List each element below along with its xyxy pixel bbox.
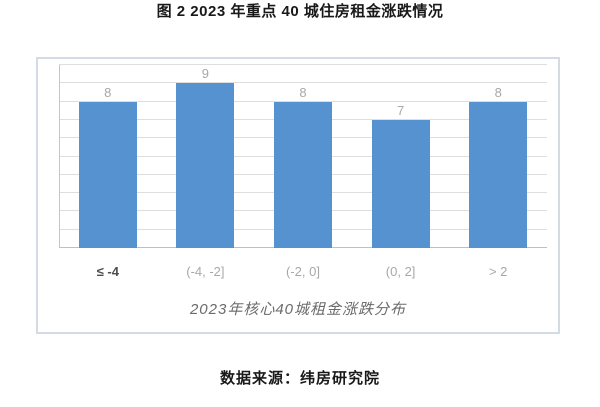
- bar-slot: 9: [157, 65, 255, 248]
- bar-value-label: 8: [299, 84, 307, 100]
- bar-slot: 7: [352, 65, 450, 248]
- bar-(0, 2]: [371, 119, 430, 248]
- bar-value-label: 8: [104, 84, 112, 100]
- bar-slot: 8: [254, 65, 352, 248]
- x-axis-category-label: (0, 2]: [385, 264, 416, 279]
- x-axis-category-label: (-4, -2]: [186, 264, 225, 279]
- gridline: [59, 82, 547, 84]
- bar-value-label: 7: [396, 102, 405, 118]
- gridline: [59, 64, 547, 65]
- bar-≤ -4: [78, 101, 137, 248]
- bar-slot: 8: [449, 65, 547, 248]
- bar-(-4, -2]: [176, 83, 235, 248]
- figure-title: 图 2 2023 年重点 40 城住房租金涨跌情况: [156, 3, 444, 20]
- bar-chart-plot-area: 8 9 8 7 8: [59, 64, 547, 248]
- bar-(-2, 0]: [273, 101, 332, 248]
- data-source-text: 数据来源：纬房研究院: [219, 370, 380, 387]
- chart-frame: 8 9 8 7 8 ≤ -4 (-4, -2] (-2, 0] (0, 2] > 2 2023年…: [36, 57, 560, 334]
- bar-value-label: 9: [201, 66, 210, 82]
- x-axis-category-label: ≤ -4: [96, 264, 119, 279]
- x-axis-category-label: > 2: [488, 264, 508, 279]
- y-axis-line: [59, 65, 60, 248]
- bar-> 2: [469, 101, 528, 248]
- gridline: [59, 100, 547, 102]
- bar-slot: 8: [59, 65, 157, 248]
- x-axis-category-label: (-2, 0]: [286, 264, 320, 279]
- x-axis-title: 2023年核心40城租金涨跌分布: [189, 301, 407, 318]
- x-axis-labels: ≤ -4 (-4, -2] (-2, 0] (0, 2] > 2: [59, 264, 547, 282]
- bar-value-label: 8: [494, 84, 502, 100]
